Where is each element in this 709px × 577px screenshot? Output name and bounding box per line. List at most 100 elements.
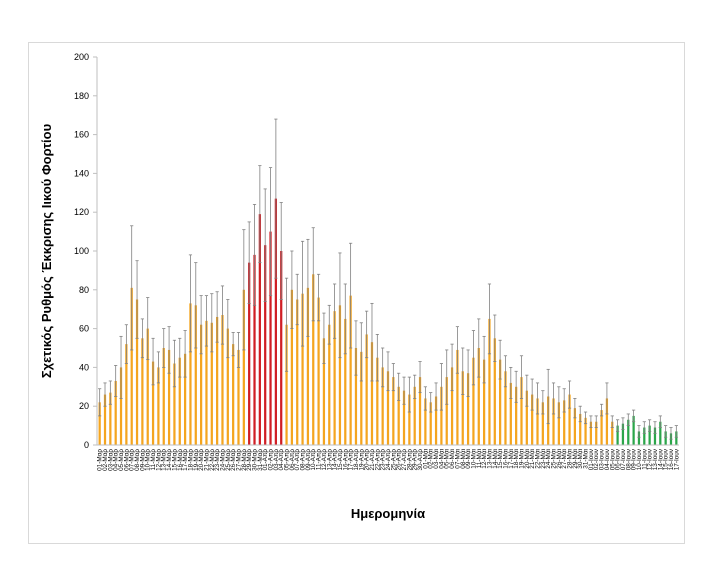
error-bar	[423, 386, 427, 411]
error-bar	[146, 297, 150, 361]
error-bar	[605, 382, 609, 415]
error-bar	[124, 324, 128, 364]
error-bar	[365, 310, 369, 359]
bar	[360, 351, 363, 445]
error-bar	[381, 347, 385, 388]
error-bar	[354, 320, 358, 376]
x-tick-label: 17-Μαρ	[182, 449, 189, 471]
bar	[589, 421, 593, 445]
bar	[125, 344, 128, 445]
x-tick-label: 12-Απρ	[321, 449, 328, 471]
bar	[199, 324, 203, 445]
bar	[194, 305, 197, 445]
error-bar	[535, 382, 540, 415]
bar	[477, 348, 480, 445]
bar	[232, 344, 235, 445]
x-tick-label: 09-Μαρ	[139, 449, 146, 471]
x-tick-label: 06-Μαρ	[123, 449, 130, 471]
bar	[167, 349, 171, 445]
bar	[466, 373, 470, 445]
bar	[659, 421, 662, 445]
bar	[290, 289, 294, 445]
bar	[317, 297, 320, 445]
bar	[488, 318, 491, 445]
bar	[450, 367, 454, 445]
bar	[237, 349, 240, 445]
error-bar	[247, 221, 251, 304]
x-tick-label: 28-Μαρ	[241, 449, 248, 471]
x-tick-label: 10-Μάι	[469, 448, 477, 468]
x-tick-label: 27-Απρ	[401, 449, 408, 471]
x-tick-label: 11-Ιουν	[641, 449, 648, 470]
bar	[216, 316, 219, 445]
error-bar	[295, 273, 299, 326]
error-bar	[642, 421, 646, 434]
bar	[616, 425, 619, 445]
bar	[584, 417, 587, 445]
error-bar	[519, 355, 524, 399]
bar	[141, 338, 144, 445]
error-bar	[103, 382, 107, 407]
x-tick-label: 26-Μάι	[555, 448, 563, 468]
x-tick-label: 14-Μαρ	[166, 449, 173, 471]
bar	[557, 402, 560, 445]
bar	[338, 305, 342, 445]
x-tick-label: 08-Απρ	[300, 449, 307, 471]
error-bar	[583, 411, 588, 425]
error-bar	[231, 332, 235, 357]
error-bar	[130, 225, 134, 351]
bar	[280, 251, 283, 445]
x-tick-label: 11-Μάι	[475, 448, 483, 468]
bar	[392, 377, 395, 445]
x-tick-label: 25-Μαρ	[225, 449, 232, 471]
error-bar	[493, 314, 497, 362]
error-bar	[514, 370, 518, 403]
bar	[162, 348, 165, 445]
chart-frame: 0 20 40 60 80 100 120 140 160 180 200 01-Μαρ 02-Μαρ…	[28, 42, 685, 544]
x-tick-label: 21-Μαρ	[203, 449, 210, 471]
bar	[531, 394, 534, 445]
error-bar	[172, 339, 177, 388]
error-bar	[434, 382, 438, 411]
error-bar	[135, 260, 139, 339]
x-tick-label: 29-Μαρ	[246, 449, 253, 471]
y-axis: 0 20 40 60 80 100 120 140 160 180 200	[74, 52, 97, 450]
x-tick-label: 27-Μαρ	[235, 449, 242, 471]
y-tick-label: 180	[74, 91, 89, 101]
x-tick-label: 07-Μάι	[453, 448, 461, 468]
bar	[605, 398, 609, 445]
bar	[376, 357, 379, 445]
error-bar	[226, 299, 230, 359]
bar	[157, 367, 160, 445]
x-tick-label: 19-Μάι	[517, 448, 525, 468]
x-tick-label: 16-Απρ	[342, 449, 349, 471]
x-tick-label: 15-Μαρ	[171, 449, 178, 471]
y-axis-title: Σχετικός Ρυθμός Έκκρισης Ιικού Φορτίου	[39, 123, 54, 378]
error-bar	[615, 419, 620, 432]
bar	[664, 431, 667, 445]
bar	[595, 421, 598, 445]
x-tick-label: 10-Μαρ	[145, 449, 152, 471]
x-tick-label: 31-Μαρ	[257, 449, 264, 471]
error-bar	[375, 334, 379, 382]
y-tick-label: 120	[74, 207, 89, 217]
error-bar	[498, 339, 502, 380]
x-tick-label: 09-Ιουν	[631, 449, 638, 470]
bar	[349, 295, 352, 445]
error-bar	[242, 229, 246, 351]
bar	[509, 382, 512, 445]
error-bar	[530, 378, 534, 411]
y-tick-label: 80	[79, 285, 89, 295]
bar	[151, 361, 155, 445]
x-tick-label: 13-Απρ	[326, 449, 333, 471]
error-bar	[487, 283, 492, 355]
error-bar	[391, 363, 395, 392]
bar	[285, 324, 288, 445]
x-tick-label: 05-Ιουν	[609, 449, 616, 470]
x-tick-label: 06-Ιουν	[615, 449, 622, 470]
bar	[365, 334, 368, 445]
x-axis: 01-Μαρ02-Μαρ03-Μαρ04-Μαρ05-Μαρ06-Μαρ07-Μ…	[97, 448, 681, 470]
error-bar	[546, 368, 550, 425]
bar	[429, 402, 432, 445]
bar	[424, 398, 427, 445]
